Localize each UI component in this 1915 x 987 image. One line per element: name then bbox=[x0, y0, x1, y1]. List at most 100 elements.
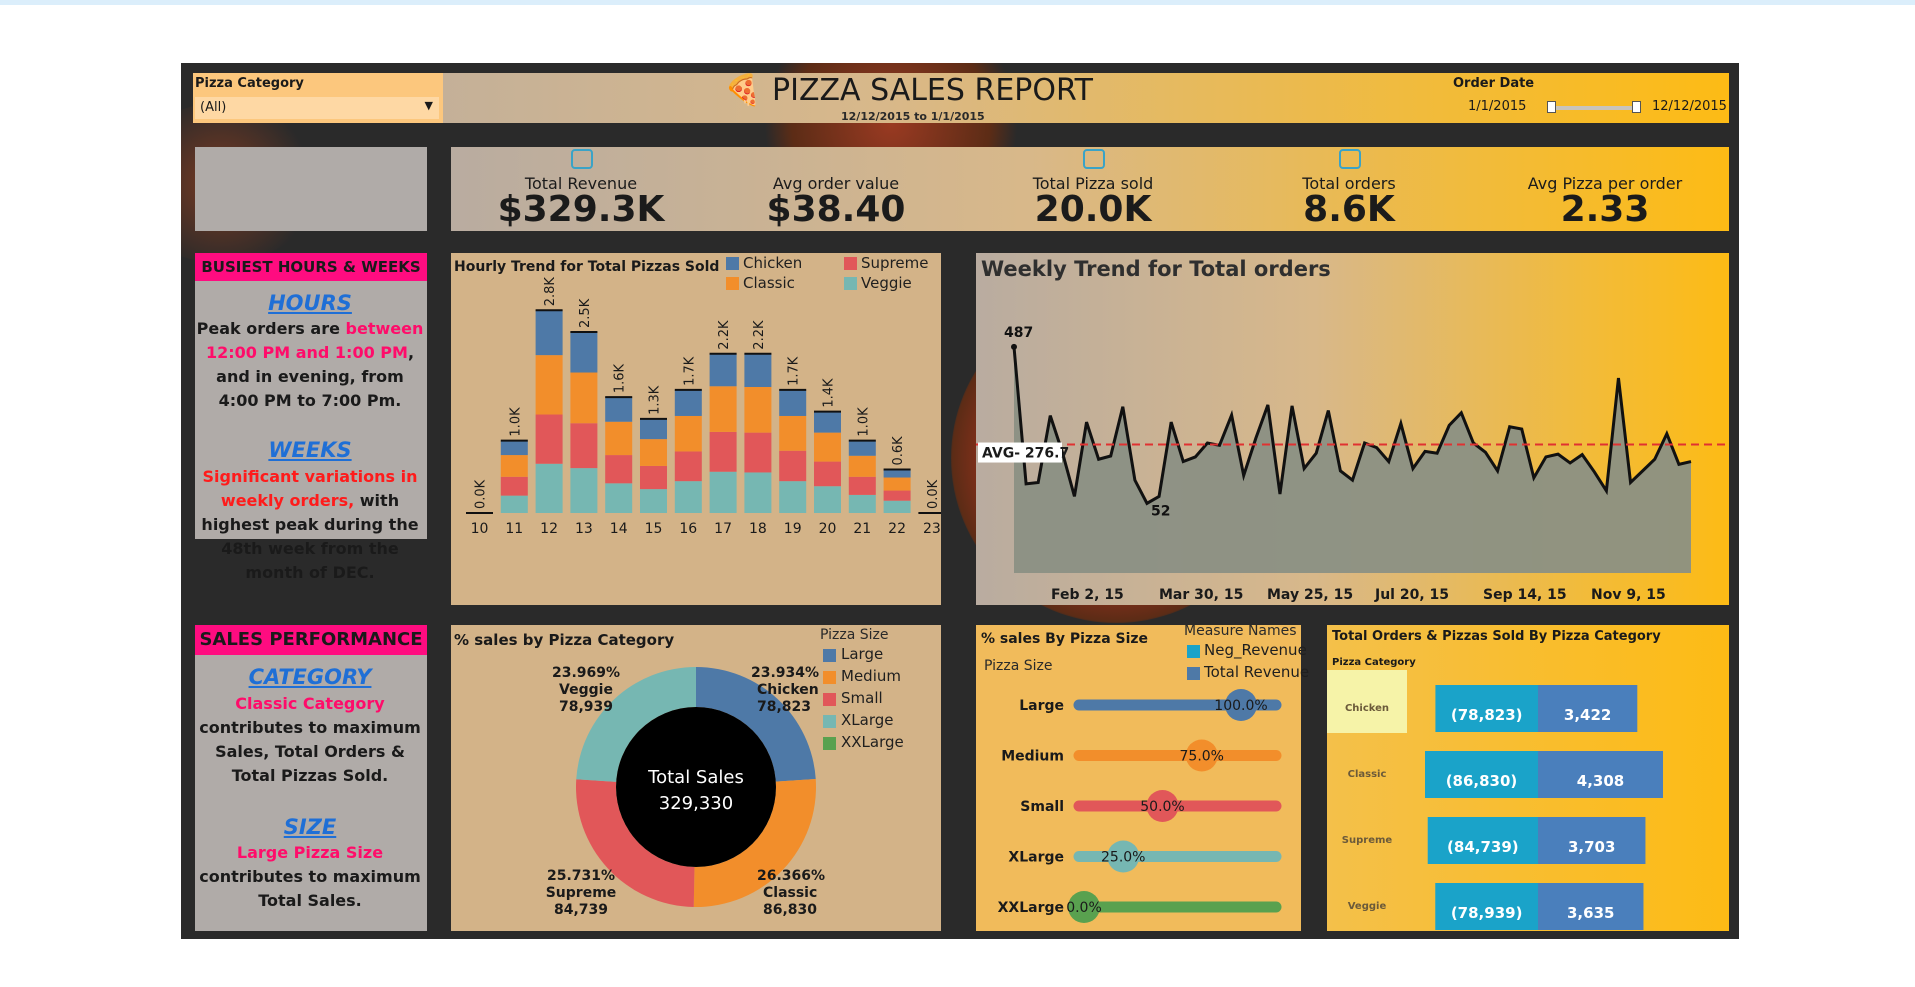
weekly-x-tick: May 25, 15 bbox=[1267, 587, 1353, 603]
pie-center-label: Total Sales bbox=[647, 767, 744, 788]
pie-slice-classic bbox=[693, 778, 816, 907]
hourly-chart: 0.0K 10 1.0K 11 2.8K 12 2.5K 13 1.6K 14 1.3K 15 1.7K… bbox=[466, 277, 941, 537]
hourly-x-tick: 10 bbox=[471, 521, 489, 537]
hourly-total-label: 2.5K bbox=[578, 298, 593, 328]
blank-panel bbox=[195, 147, 427, 231]
date-slider-track[interactable] bbox=[1551, 106, 1637, 110]
hourly-bar-veggie bbox=[709, 471, 737, 513]
hourly-total-label: 1.7K bbox=[682, 356, 697, 386]
weekly-line bbox=[1012, 346, 1692, 506]
pie-slice-chicken bbox=[696, 667, 816, 782]
hourly-bar-veggie bbox=[500, 495, 528, 513]
kpi-value: 20.0K bbox=[1034, 189, 1152, 230]
category-orders-panel: Total Orders & Pizzas Sold By Pizza Cate… bbox=[1327, 625, 1729, 931]
size-row-label: XLarge bbox=[1008, 850, 1064, 866]
hours-text-a: Peak orders are bbox=[196, 319, 346, 338]
category-neg-bar bbox=[1435, 883, 1538, 930]
hourly-x-tick: 17 bbox=[714, 521, 732, 537]
size-row-label: Small bbox=[1020, 799, 1064, 815]
legend-classic-swatch bbox=[726, 277, 739, 290]
kpi-title: Total Pizza sold bbox=[1032, 174, 1154, 193]
size-pct-label: 100.0% bbox=[1214, 698, 1267, 714]
pie-slice-value: 78,823 bbox=[757, 699, 811, 715]
category-row-label: Classic bbox=[1348, 769, 1387, 780]
top-bar bbox=[0, 0, 1915, 5]
page-title: PIZZA SALES REPORT bbox=[772, 73, 1093, 108]
hourly-bar-veggie bbox=[570, 468, 598, 513]
legend-supreme: Supreme bbox=[861, 254, 929, 272]
date-to: 12/12/2015 bbox=[1652, 99, 1727, 114]
pie-slice-supreme bbox=[576, 779, 695, 907]
orders-icon bbox=[1339, 149, 1361, 169]
weekly-area bbox=[1014, 346, 1691, 573]
category-row-label: Chicken bbox=[1345, 703, 1389, 714]
pie-legend-title: Pizza Size bbox=[820, 627, 889, 643]
category-filter[interactable]: Pizza Category (All) ▼ bbox=[193, 73, 443, 123]
size-dot bbox=[1185, 739, 1218, 772]
hourly-bar-chicken bbox=[709, 353, 737, 387]
legend-supreme-swatch bbox=[844, 257, 857, 270]
size-title: SIZE bbox=[283, 815, 337, 839]
hourly-bar-classic bbox=[605, 421, 633, 456]
weekly-max-point bbox=[1011, 343, 1017, 350]
category-text: Classic Category contributes to maximum S… bbox=[195, 692, 425, 788]
legend-large-swatch bbox=[823, 649, 836, 662]
weekly-x-tick: Nov 9, 15 bbox=[1591, 587, 1666, 603]
hourly-bar-classic bbox=[814, 432, 841, 462]
kpi-value: 8.6K bbox=[1303, 189, 1395, 230]
hourly-bar-chicken bbox=[779, 389, 807, 416]
pie-slice-value: 86,830 bbox=[763, 902, 817, 918]
performance-header: SALES PERFORMANCE bbox=[195, 625, 427, 655]
pie-slice-name: Veggie bbox=[559, 682, 613, 698]
hourly-bar-supreme bbox=[883, 490, 911, 501]
legend-xlarge-swatch bbox=[823, 715, 836, 728]
date-slider-start-handle[interactable] bbox=[1547, 101, 1556, 113]
hourly-bar-classic bbox=[883, 477, 911, 491]
hourly-total-label: 0.6K bbox=[891, 436, 906, 466]
hourly-bar-classic bbox=[848, 455, 876, 477]
hourly-bar-chicken bbox=[744, 353, 772, 387]
hourly-total-label: 0.0K bbox=[474, 479, 489, 509]
category-pos-label: 3,422 bbox=[1564, 706, 1611, 724]
category-title: CATEGORY bbox=[248, 665, 372, 689]
hourly-bar-supreme bbox=[744, 432, 772, 473]
hourly-bar-supreme bbox=[709, 431, 737, 472]
category-pos-bar bbox=[1538, 685, 1638, 732]
legend-xlarge: XLarge bbox=[841, 711, 894, 729]
weekly-chart: AVG- 276.7 487 52 Feb 2, 15 Mar 30, 15 May 25… bbox=[976, 325, 1729, 603]
page-subtitle: 12/12/2015 to 1/1/2015 bbox=[841, 110, 985, 123]
category-orders-title: Total Orders & Pizzas Sold By Pizza Cate… bbox=[1332, 629, 1661, 644]
hourly-total-label: 2.8K bbox=[543, 277, 558, 307]
size-title: % sales By Pizza Size bbox=[981, 631, 1149, 647]
hourly-bar-veggie bbox=[605, 483, 633, 513]
hourly-bar-classic bbox=[744, 387, 772, 433]
category-pos-bar bbox=[1538, 751, 1663, 798]
hourly-bar-supreme bbox=[500, 476, 528, 496]
category-neg-label: (78,939) bbox=[1451, 904, 1523, 922]
weeks-title: WEEKS bbox=[268, 438, 352, 462]
hourly-bar-chicken bbox=[674, 389, 702, 416]
category-text-a: Classic Category bbox=[235, 694, 385, 713]
category-orders-chart: Chicken (78,823) 3,422 Classic (86,830) 4,308… bbox=[1342, 685, 1663, 930]
hourly-x-tick: 12 bbox=[540, 521, 558, 537]
hours-title: HOURS bbox=[268, 291, 352, 315]
performance-panel: SALES PERFORMANCE CATEGORY Classic Categ… bbox=[195, 625, 427, 931]
legend-small: Small bbox=[841, 689, 883, 707]
hourly-bar-classic bbox=[535, 355, 563, 415]
category-row-label: Supreme bbox=[1342, 835, 1393, 846]
hourly-panel: Hourly Trend for Total Pizzas Sold Chick… bbox=[451, 253, 941, 605]
legend-medium: Medium bbox=[841, 667, 901, 685]
date-slider-end-handle[interactable] bbox=[1632, 101, 1641, 113]
legend-total-revenue-swatch bbox=[1187, 667, 1200, 680]
hourly-bar-veggie bbox=[744, 472, 772, 513]
hours-text-b: between 12:00 PM and 1:00 PM bbox=[205, 319, 424, 362]
category-filter-select[interactable]: (All) ▼ bbox=[195, 97, 439, 119]
legend-large: Large bbox=[841, 645, 884, 663]
hourly-bar-chicken bbox=[640, 418, 667, 440]
hourly-title: Hourly Trend for Total Pizzas Sold bbox=[454, 259, 720, 275]
revenue-icon bbox=[571, 149, 593, 169]
weekly-title: Weekly Trend for Total orders bbox=[981, 257, 1331, 281]
hourly-bar-veggie bbox=[640, 489, 667, 513]
hourly-bar-supreme bbox=[640, 465, 667, 490]
